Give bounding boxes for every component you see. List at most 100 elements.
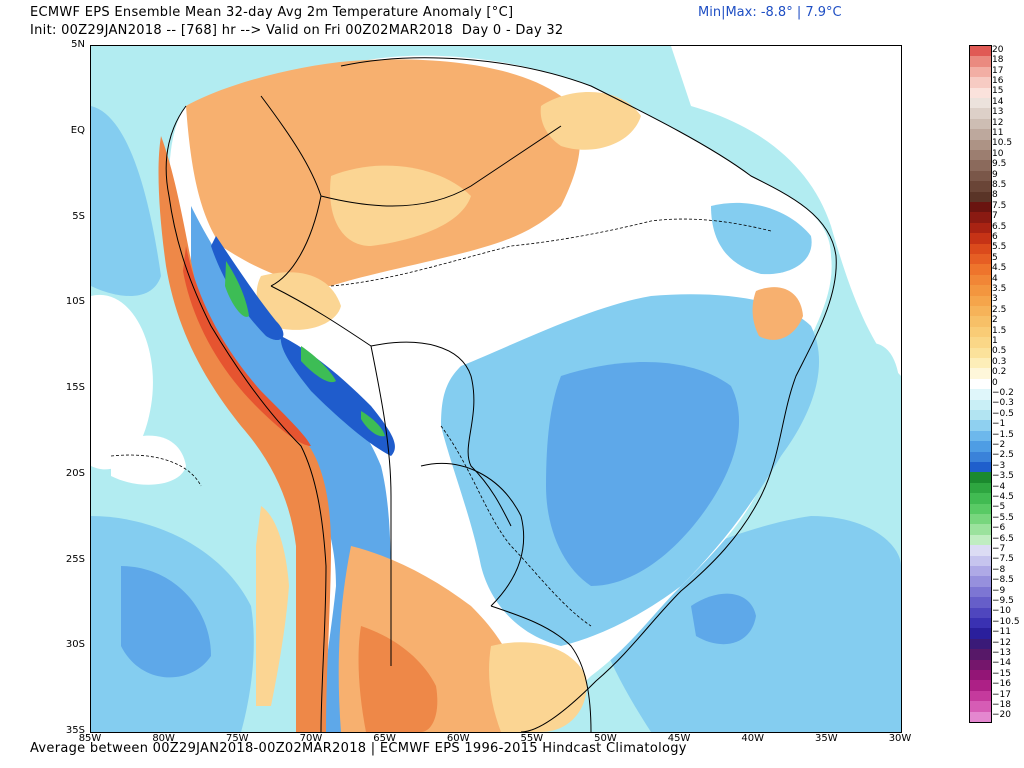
longitude-label: 85W (78, 733, 102, 744)
colorbar-swatch (970, 399, 991, 411)
colorbar-level-label: 4.5 (992, 263, 1007, 274)
colorbar-swatch (970, 66, 991, 78)
colorbar-level-label: 5 (992, 252, 998, 263)
colorbar-level-label: 8.5 (992, 179, 1007, 190)
colorbar-swatch (970, 638, 991, 650)
colorbar-level-label: −0.2 (992, 387, 1014, 398)
colorbar-level-label: −13 (992, 647, 1011, 658)
colorbar-swatch (970, 389, 991, 401)
colorbar-swatch (970, 326, 991, 338)
colorbar-level-label: −17 (992, 689, 1011, 700)
green-anomaly-bolivia (361, 411, 385, 437)
min-max-readout: Min|Max: -8.8° | 7.9°C (698, 5, 842, 20)
colorbar-level-label: 2 (992, 315, 998, 326)
map-title: ECMWF EPS Ensemble Mean 32-day Avg 2m Te… (30, 5, 514, 20)
colorbar-level-label: 10 (992, 148, 1004, 159)
colorbar-swatch (970, 576, 991, 588)
colorbar-level-label: 1.5 (992, 325, 1007, 336)
map-footer: Average between 00Z29JAN2018-00Z02MAR201… (30, 741, 687, 756)
colorbar-swatch (970, 274, 991, 286)
latitude-label: 25S (65, 553, 85, 565)
colorbar-swatch (970, 118, 991, 130)
latitude-label: 5S (72, 210, 85, 222)
warm-region-north-light (540, 92, 641, 150)
colorbar-swatch (970, 618, 991, 629)
colorbar-level-label: −10 (992, 606, 1011, 617)
colorbar-swatch (970, 493, 991, 505)
zero-contour (330, 218, 772, 287)
colorbar-level-label: 13 (992, 107, 1004, 118)
colorbar-level-label: −3.5 (992, 471, 1014, 482)
cool-ocean-region (91, 106, 161, 296)
colorbar-swatch (970, 659, 991, 671)
colorbar-swatch (970, 202, 991, 213)
longitude-label: 60W (446, 733, 470, 744)
colorbar-level-label: −9 (992, 585, 1006, 596)
colorbar-level-label: 14 (992, 96, 1004, 107)
colorbar-swatch (970, 462, 991, 473)
colorbar-swatch (970, 233, 991, 245)
longitude-label: 70W (299, 733, 323, 744)
colorbar-swatch (970, 46, 991, 57)
colorbar-level-label: 8 (992, 190, 998, 201)
warm-region-uruguay (489, 642, 587, 732)
colorbar-level-label: −4.5 (992, 491, 1014, 502)
colorbar-level-label: 18 (992, 55, 1004, 66)
temperature-anomaly-map (91, 46, 901, 732)
colorbar-swatch (970, 670, 991, 681)
colorbar-level-label: −1.5 (992, 429, 1014, 440)
colorbar-swatch (970, 170, 991, 182)
colorbar-level-label: 3.5 (992, 283, 1007, 294)
colorbar-level-label: 5.5 (992, 242, 1007, 253)
colorbar-level-label: 0 (992, 377, 998, 388)
colorbar-level-label: 0.3 (992, 356, 1007, 367)
colorbar-level-label: 2.5 (992, 304, 1007, 315)
country-border (320, 125, 562, 207)
colorbar-level-label: 6.5 (992, 221, 1007, 232)
zero-contour (440, 425, 592, 627)
coastline (340, 57, 837, 732)
colorbar-swatch (970, 628, 991, 640)
colorbar-level-label: 20 (992, 44, 1004, 55)
colorbar-level-label: −11 (992, 627, 1011, 638)
cool-ocean-region (121, 566, 211, 678)
colorbar-swatch (970, 337, 991, 349)
latitude-label: 20S (65, 467, 85, 479)
country-border (370, 345, 392, 666)
longitude-label: 45W (667, 733, 691, 744)
colorbar-level-label: 9.5 (992, 159, 1007, 170)
colorbar-swatch (970, 701, 991, 713)
colorbar-level-label: 4 (992, 273, 998, 284)
colorbar-level-label: 7 (992, 211, 998, 222)
cool-region-brazil-mid (546, 362, 740, 586)
colorbar-swatch (970, 87, 991, 99)
country-border (490, 605, 592, 732)
colorbar-swatch (970, 649, 991, 661)
colorbar-swatch (970, 347, 991, 359)
colorbar-swatch (970, 129, 991, 141)
cool-ocean-region (691, 593, 756, 645)
zero-contour (110, 454, 202, 487)
colorbar-level-label: −9.5 (992, 595, 1014, 606)
colorbar-swatch (970, 482, 991, 494)
colorbar-swatch (970, 545, 991, 557)
latitude-label: 15S (65, 382, 85, 393)
colorbar-swatch (970, 56, 991, 68)
colorbar-level-label: 17 (992, 65, 1004, 76)
colorbar-swatch (970, 306, 991, 317)
coastline (165, 105, 327, 732)
longitude-label: 80W (152, 733, 175, 744)
colorbar-swatch (970, 316, 991, 328)
cool-region-northeast (711, 202, 812, 275)
colorbar-level-label: −14 (992, 658, 1011, 669)
colorbar-swatch (970, 441, 991, 453)
colorbar-level-label: 15 (992, 86, 1004, 97)
longitude-label: 75W (225, 733, 249, 744)
longitude-label: 65W (373, 733, 396, 744)
colorbar-swatch (970, 264, 991, 276)
colorbar-swatch (970, 108, 991, 120)
colorbar-swatch (970, 410, 991, 421)
country-border (420, 462, 525, 607)
colorbar-swatch (970, 181, 991, 193)
colorbar-swatch (970, 285, 991, 297)
